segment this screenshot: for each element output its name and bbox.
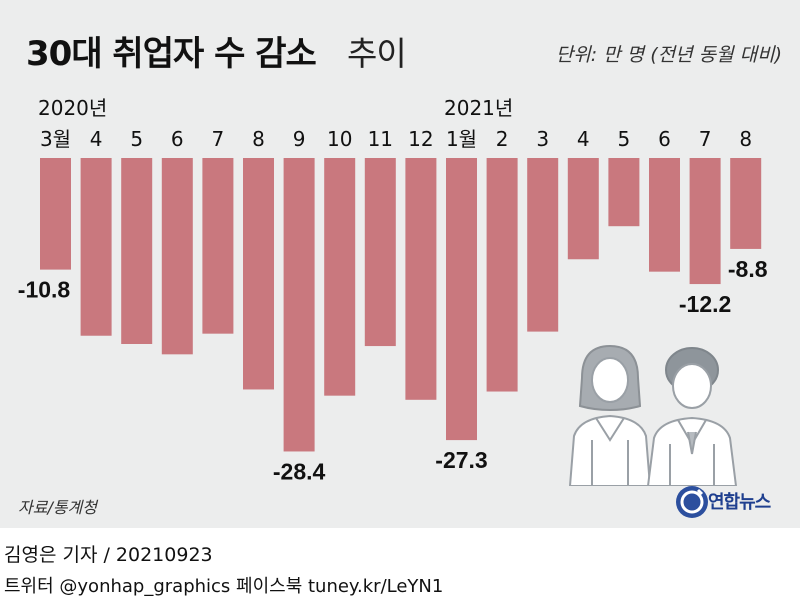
data-label: -27.3 (435, 447, 487, 473)
category-label: 7 (699, 127, 712, 151)
category-label: 8 (739, 127, 752, 151)
bar (80, 158, 112, 336)
category-label: 8 (252, 127, 265, 151)
data-label: -12.2 (679, 291, 731, 317)
social-links: 트위터 @yonhap_graphics 페이스북 tuney.kr/LeYN1 (4, 576, 444, 597)
chart-title: 30대 취업자 수 감소 (26, 34, 317, 74)
bar (364, 158, 396, 347)
year-label-2021: 2021년 (444, 96, 514, 120)
source-label: 자료/통계청 (18, 498, 97, 517)
bar (446, 158, 477, 441)
bar (730, 158, 762, 249)
category-label: 4 (577, 127, 590, 151)
bar (121, 158, 153, 344)
bar (324, 158, 356, 396)
category-label: 4 (90, 127, 103, 151)
category-label: 5 (130, 127, 143, 151)
bar (527, 158, 559, 332)
bar (40, 158, 71, 270)
category-label: 11 (368, 127, 393, 151)
bar (689, 158, 721, 285)
bar (243, 158, 274, 390)
category-label: 5 (618, 127, 631, 151)
byline: 김영은 기자 / 20210923 (4, 544, 213, 566)
category-label: 9 (293, 127, 306, 151)
category-label: 6 (171, 127, 184, 151)
bar (202, 158, 234, 334)
unit-label: 단위: 만 명 (전년 동월 대비) (555, 44, 782, 66)
bar (486, 158, 518, 392)
bar (567, 158, 599, 260)
bar (283, 158, 315, 452)
data-label: -8.8 (728, 256, 768, 282)
category-label: 6 (658, 127, 671, 151)
category-label: 12 (408, 127, 433, 151)
category-label: 7 (212, 127, 225, 151)
category-label: 3 (536, 127, 549, 151)
category-label: 1월 (446, 127, 477, 151)
data-label: -28.4 (273, 458, 326, 484)
category-label: 2 (496, 127, 509, 151)
yonhap-logo (676, 486, 708, 518)
category-label: 10 (327, 127, 352, 151)
bar-chart: 3월 -10.8 4 5 6 7 8 9 -28.4 10 11 12 1월 -27.3 2 3 4 5 6 7 -12… (18, 127, 768, 484)
bar (649, 158, 680, 272)
data-label: -10.8 (18, 277, 71, 303)
year-label-2020: 2020년 (38, 96, 108, 120)
category-label: 3월 (40, 127, 71, 151)
bar (161, 158, 193, 355)
office-workers-illustration (568, 344, 738, 486)
bar (608, 158, 640, 227)
bar (405, 158, 437, 400)
chart-title-suffix: 추이 (347, 34, 407, 73)
logo-text: 연합뉴스 (708, 492, 771, 513)
